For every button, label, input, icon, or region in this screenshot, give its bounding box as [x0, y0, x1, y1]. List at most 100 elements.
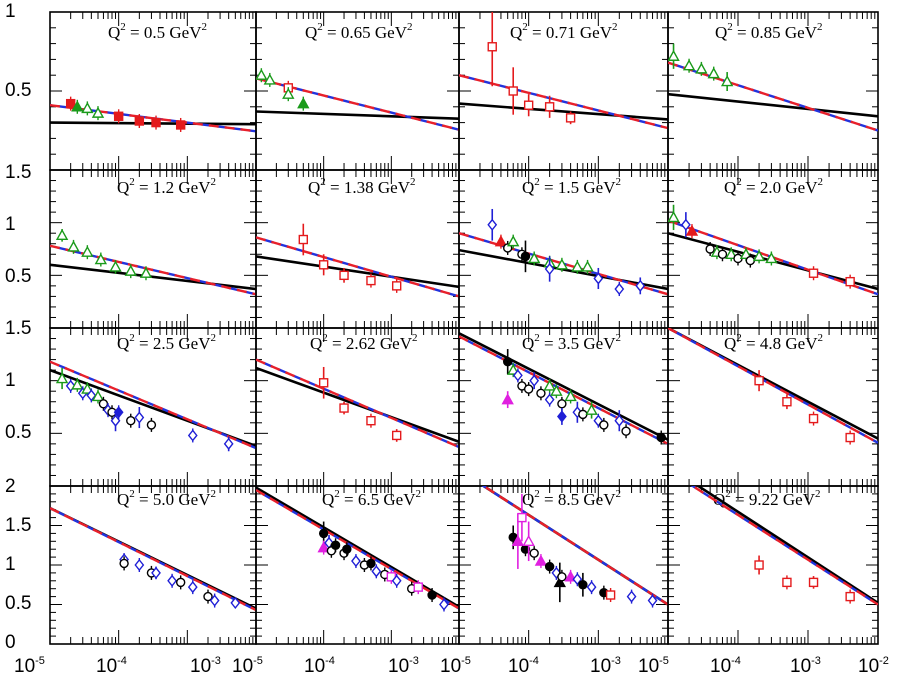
data-point [134, 558, 145, 572]
data-point [782, 397, 792, 407]
panel-plot-area [668, 43, 878, 132]
svg-text:Q2 = 2.5 GeV2: Q2 = 2.5 GeV2 [117, 332, 216, 353]
data-point [109, 260, 122, 272]
x-tick-label: 10-3 [790, 655, 821, 677]
data-point [65, 98, 76, 109]
data-point [282, 87, 295, 99]
data-point [680, 218, 691, 231]
svg-text:10-4: 10-4 [304, 655, 335, 677]
data-point [366, 415, 376, 426]
data-point [339, 270, 349, 281]
red-dashed-curve [50, 360, 256, 450]
data-point [529, 374, 540, 387]
red-dashed-curve [690, 486, 878, 606]
data-point [707, 67, 720, 79]
x-tick-label: 10-4 [96, 655, 127, 677]
data-point [71, 100, 84, 112]
x-tick-label: 10-3 [388, 655, 419, 677]
data-point [391, 281, 402, 291]
black-solid-curve [256, 255, 459, 289]
data-point [175, 120, 186, 130]
blue-dashed-curve [50, 104, 256, 133]
data-point [223, 437, 234, 450]
svg-text:10-3: 10-3 [590, 655, 621, 677]
data-point [126, 415, 136, 426]
red-dashed-curve [256, 358, 459, 449]
data-point [571, 260, 584, 272]
panel-plot-area [50, 228, 256, 296]
data-point [717, 249, 728, 259]
data-point [55, 372, 69, 384]
data-point [230, 596, 241, 610]
data-point [745, 255, 756, 266]
data-point [845, 432, 855, 443]
panel-plot-area [50, 360, 256, 452]
y-tick-label: 0 [5, 632, 16, 653]
y-tick-label: 1 [5, 554, 16, 575]
data-point [668, 210, 680, 223]
data-point [81, 101, 94, 114]
svg-text:Q2 = 0.5 GeV2: Q2 = 0.5 GeV2 [108, 21, 207, 42]
panel-plot-area [50, 96, 256, 133]
data-point [765, 252, 778, 264]
data-point [845, 276, 855, 287]
data-point [487, 218, 498, 231]
panel-plot-area [256, 68, 459, 131]
red-dashed-curve [481, 486, 668, 606]
data-point [391, 574, 402, 587]
data-point [413, 582, 423, 592]
panel-title: Q2 = 1.38 GeV2 [308, 176, 415, 197]
panel-11 [458, 327, 669, 487]
data-point [512, 369, 523, 382]
panel-13 [49, 485, 257, 645]
data-point [586, 580, 597, 594]
black-solid-curve [668, 92, 878, 118]
x-tick-label: 10-4 [710, 655, 741, 677]
data-point [557, 410, 567, 423]
blue-dashed-curve [50, 507, 256, 612]
panel-15 [458, 485, 669, 645]
panel-title: Q2 = 4.8 GeV2 [724, 332, 823, 353]
red-dashed-curve [50, 507, 256, 612]
data-point [124, 264, 137, 276]
panel-plot-area [256, 223, 459, 298]
data-point [614, 414, 625, 427]
data-point [557, 399, 567, 409]
red-dashed-curve [668, 219, 878, 296]
data-point [523, 100, 534, 110]
svg-text:10-2: 10-2 [858, 655, 889, 677]
x-tick-label: 10-5 [232, 655, 263, 677]
data-point [522, 534, 535, 546]
svg-text:10-5: 10-5 [440, 655, 471, 677]
data-point [81, 382, 94, 394]
black-solid-curve [459, 102, 668, 121]
data-point [318, 260, 329, 270]
panel-title: Q2 = 1.5 GeV2 [522, 176, 621, 197]
data-point [366, 275, 376, 286]
data-point [507, 363, 520, 375]
panel-16 [667, 485, 879, 645]
data-point [544, 561, 555, 572]
panel-title: Q2 = 0.5 GeV2 [108, 21, 207, 42]
data-point [391, 430, 402, 441]
data-point [782, 577, 792, 588]
y-tick-label: 0.5 [5, 593, 31, 614]
panel-title: Q2 = 2.5 GeV2 [117, 332, 216, 353]
panel-2 [255, 11, 460, 171]
x-tick-label: 10-5 [440, 655, 471, 677]
panel-plot-area [256, 358, 459, 449]
svg-text:10-3: 10-3 [190, 655, 221, 677]
data-point [167, 574, 177, 587]
data-point [739, 247, 753, 259]
black-solid-curve [695, 486, 878, 604]
data-point [845, 591, 855, 602]
panel-9 [49, 327, 257, 487]
blue-dashed-curve [50, 360, 256, 450]
y-tick-label: 0.5 [5, 266, 31, 287]
data-point [511, 534, 525, 546]
data-point [91, 106, 105, 118]
black-solid-curve [256, 366, 459, 444]
panel-plot-area [690, 486, 878, 606]
svg-text:Q2 = 5.0 GeV2: Q2 = 5.0 GeV2 [117, 488, 216, 509]
data-point [536, 388, 546, 399]
